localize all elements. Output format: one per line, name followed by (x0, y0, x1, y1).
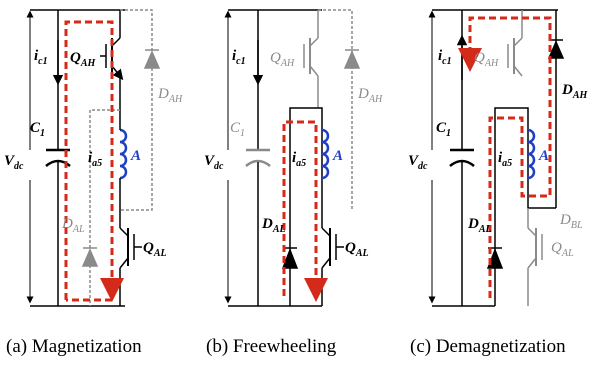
current-path-b (282, 120, 328, 302)
qal-label: QAL (345, 240, 369, 259)
qal-s (527, 257, 537, 269)
qal-label: QAL (143, 240, 167, 259)
vdc-label: Vdc (4, 153, 24, 172)
qah-s (309, 65, 319, 77)
dal-branch-wire (89, 109, 120, 306)
c1-plate-bottom (245, 159, 271, 167)
qal-d (527, 227, 537, 237)
dal-label: DAL (261, 216, 286, 235)
qal-label: QAL (551, 240, 574, 259)
qal-d (119, 227, 129, 237)
qah-label: QAH (70, 50, 97, 69)
qah-d (309, 37, 319, 47)
caption-b: (b) Freewheeling (206, 336, 337, 357)
qal-d (321, 227, 331, 237)
a-label: A (130, 148, 141, 164)
caption-a: (a) Magnetization (6, 336, 142, 357)
a-label: A (538, 148, 549, 164)
qah-label: QAH (474, 50, 499, 69)
caption-c: (c) Demagnetization (410, 336, 566, 357)
dal-diode-icon (81, 247, 99, 267)
qal-s (119, 257, 129, 269)
dah-label: DAH (357, 86, 383, 105)
qah-s (513, 65, 523, 77)
vdc-label: Vdc (408, 153, 428, 172)
c1-label: C1 (436, 120, 451, 139)
ic1-label: ic1 (34, 48, 48, 67)
panel-magnetization: ic1 QAH DAH C1 Vdc ia5 A DAL QAL (a) Mag… (4, 9, 183, 357)
a-label: A (332, 148, 343, 164)
current-path-c (458, 16, 552, 298)
c1-plate-bottom (45, 159, 71, 167)
vdc-label: Vdc (204, 153, 224, 172)
ia5-label: ia5 (88, 150, 102, 169)
c1-plate-bottom (449, 159, 475, 167)
ic1-label: ic1 (438, 48, 452, 67)
qah-d (513, 37, 523, 47)
ia5-label: ia5 (498, 150, 512, 169)
qal-s (321, 257, 331, 269)
inductor-a (119, 128, 128, 180)
qah-label: QAH (270, 50, 295, 69)
ia5-label: ia5 (292, 150, 306, 169)
c1-label: C1 (30, 120, 45, 139)
panel-freewheeling: ic1 QAH DAH C1 Vdc ia5 A DAL QAL (b) Fre… (204, 9, 383, 357)
current-path-a (64, 20, 124, 302)
inductor-a (527, 128, 536, 180)
panel-demagnetization: ic1 QAH DAH C1 Vdc ia5 A DAL DBL QAL (c)… (408, 9, 589, 357)
dal-label: DAL (61, 216, 85, 235)
dah-label: DAH (561, 82, 589, 101)
freewheel-loop-wire (289, 107, 323, 306)
dah-diode-icon (143, 49, 161, 69)
dah-diode-icon (343, 49, 361, 69)
dah-branch-wire (120, 9, 153, 211)
dah-label: DAH (157, 86, 183, 105)
inductor-loop-wire (494, 107, 556, 306)
ic1-label: ic1 (232, 48, 246, 67)
dbl-label: DBL (559, 212, 583, 231)
inductor-a (321, 128, 330, 180)
c1-label: C1 (230, 120, 245, 139)
dah-branch-wire (318, 9, 353, 210)
dal-label: DAL (467, 216, 492, 235)
